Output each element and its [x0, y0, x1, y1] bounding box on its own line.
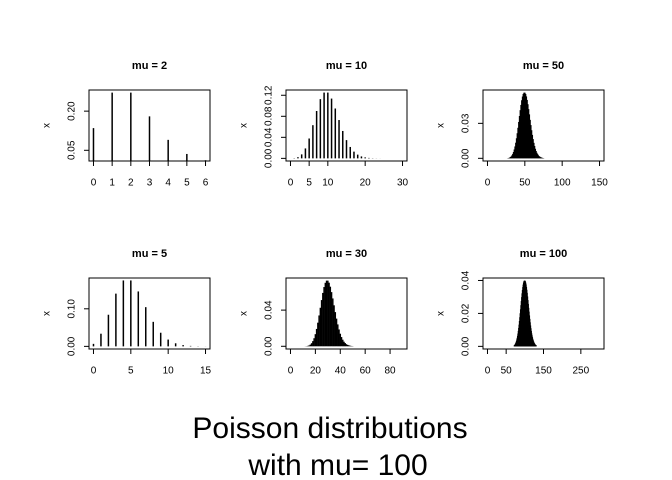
x-tick-label: 0 [288, 366, 294, 377]
x-tick-label: 5 [184, 178, 190, 189]
x-tick-label: 40 [335, 366, 347, 377]
x-tick-label: 5 [306, 178, 312, 189]
x-tick-label: 0 [91, 366, 97, 377]
y-axis-label: x [239, 123, 250, 128]
y-tick-label: 0.00 [67, 336, 78, 356]
x-tick-label: 10 [322, 178, 334, 189]
y-axis-label: x [436, 123, 447, 128]
plot-box [482, 89, 605, 162]
x-tick-label: 250 [573, 366, 590, 377]
x-tick-label: 1 [109, 178, 115, 189]
y-tick-label: 0.02 [461, 303, 472, 323]
panel-title: mu = 2 [132, 60, 167, 72]
x-tick-label: 3 [147, 178, 153, 189]
y-tick-label: 0.03 [461, 113, 472, 133]
y-tick-label: 0.05 [67, 140, 78, 160]
figure-title: Poisson distributions [192, 412, 467, 445]
y-tick-label: 0.00 [461, 148, 472, 168]
y-tick-label: 0.20 [67, 101, 78, 121]
y-tick-label: 0.00 [264, 148, 275, 168]
panel-title: mu = 100 [520, 248, 567, 260]
x-tick-label: 6 [203, 178, 209, 189]
y-tick-label: 0.08 [264, 106, 275, 126]
x-tick-label: 20 [310, 366, 322, 377]
x-tick-label: 80 [385, 366, 397, 377]
x-tick-label: 20 [360, 178, 372, 189]
x-tick-label: 0 [485, 366, 491, 377]
panel-title: mu = 50 [523, 60, 564, 72]
x-tick-label: 150 [591, 178, 608, 189]
y-tick-label: 0.10 [67, 299, 78, 319]
x-tick-label: 30 [397, 178, 409, 189]
x-tick-label: 50 [519, 178, 531, 189]
y-axis-label: x [42, 123, 53, 128]
plot-box [88, 277, 211, 350]
x-tick-label: 0 [91, 178, 97, 189]
x-tick-label: 0 [288, 178, 294, 189]
y-tick-label: 0.04 [264, 127, 275, 147]
plot-box [285, 89, 408, 162]
y-tick-label: 0.12 [264, 85, 275, 105]
y-axis-label: x [239, 311, 250, 316]
x-tick-label: 100 [554, 178, 571, 189]
panel-title: mu = 10 [326, 60, 367, 72]
x-tick-label: 2 [128, 178, 134, 189]
x-tick-label: 15 [200, 366, 212, 377]
x-tick-label: 150 [535, 366, 552, 377]
y-tick-label: 0.00 [461, 336, 472, 356]
figure-title: with mu= 100 [247, 449, 427, 480]
panel-title: mu = 5 [132, 248, 167, 260]
panel-title: mu = 30 [326, 248, 367, 260]
y-axis-label: x [436, 311, 447, 316]
x-tick-label: 50 [501, 366, 513, 377]
x-tick-label: 4 [165, 178, 171, 189]
y-tick-label: 0.00 [264, 336, 275, 356]
x-tick-label: 5 [128, 366, 134, 377]
y-tick-label: 0.04 [461, 270, 472, 290]
plot-box [285, 277, 408, 350]
x-tick-label: 60 [360, 366, 372, 377]
y-axis-label: x [42, 311, 53, 316]
x-tick-label: 10 [163, 366, 175, 377]
plot-box [482, 277, 605, 350]
y-tick-label: 0.04 [264, 300, 275, 320]
x-tick-label: 0 [485, 178, 491, 189]
